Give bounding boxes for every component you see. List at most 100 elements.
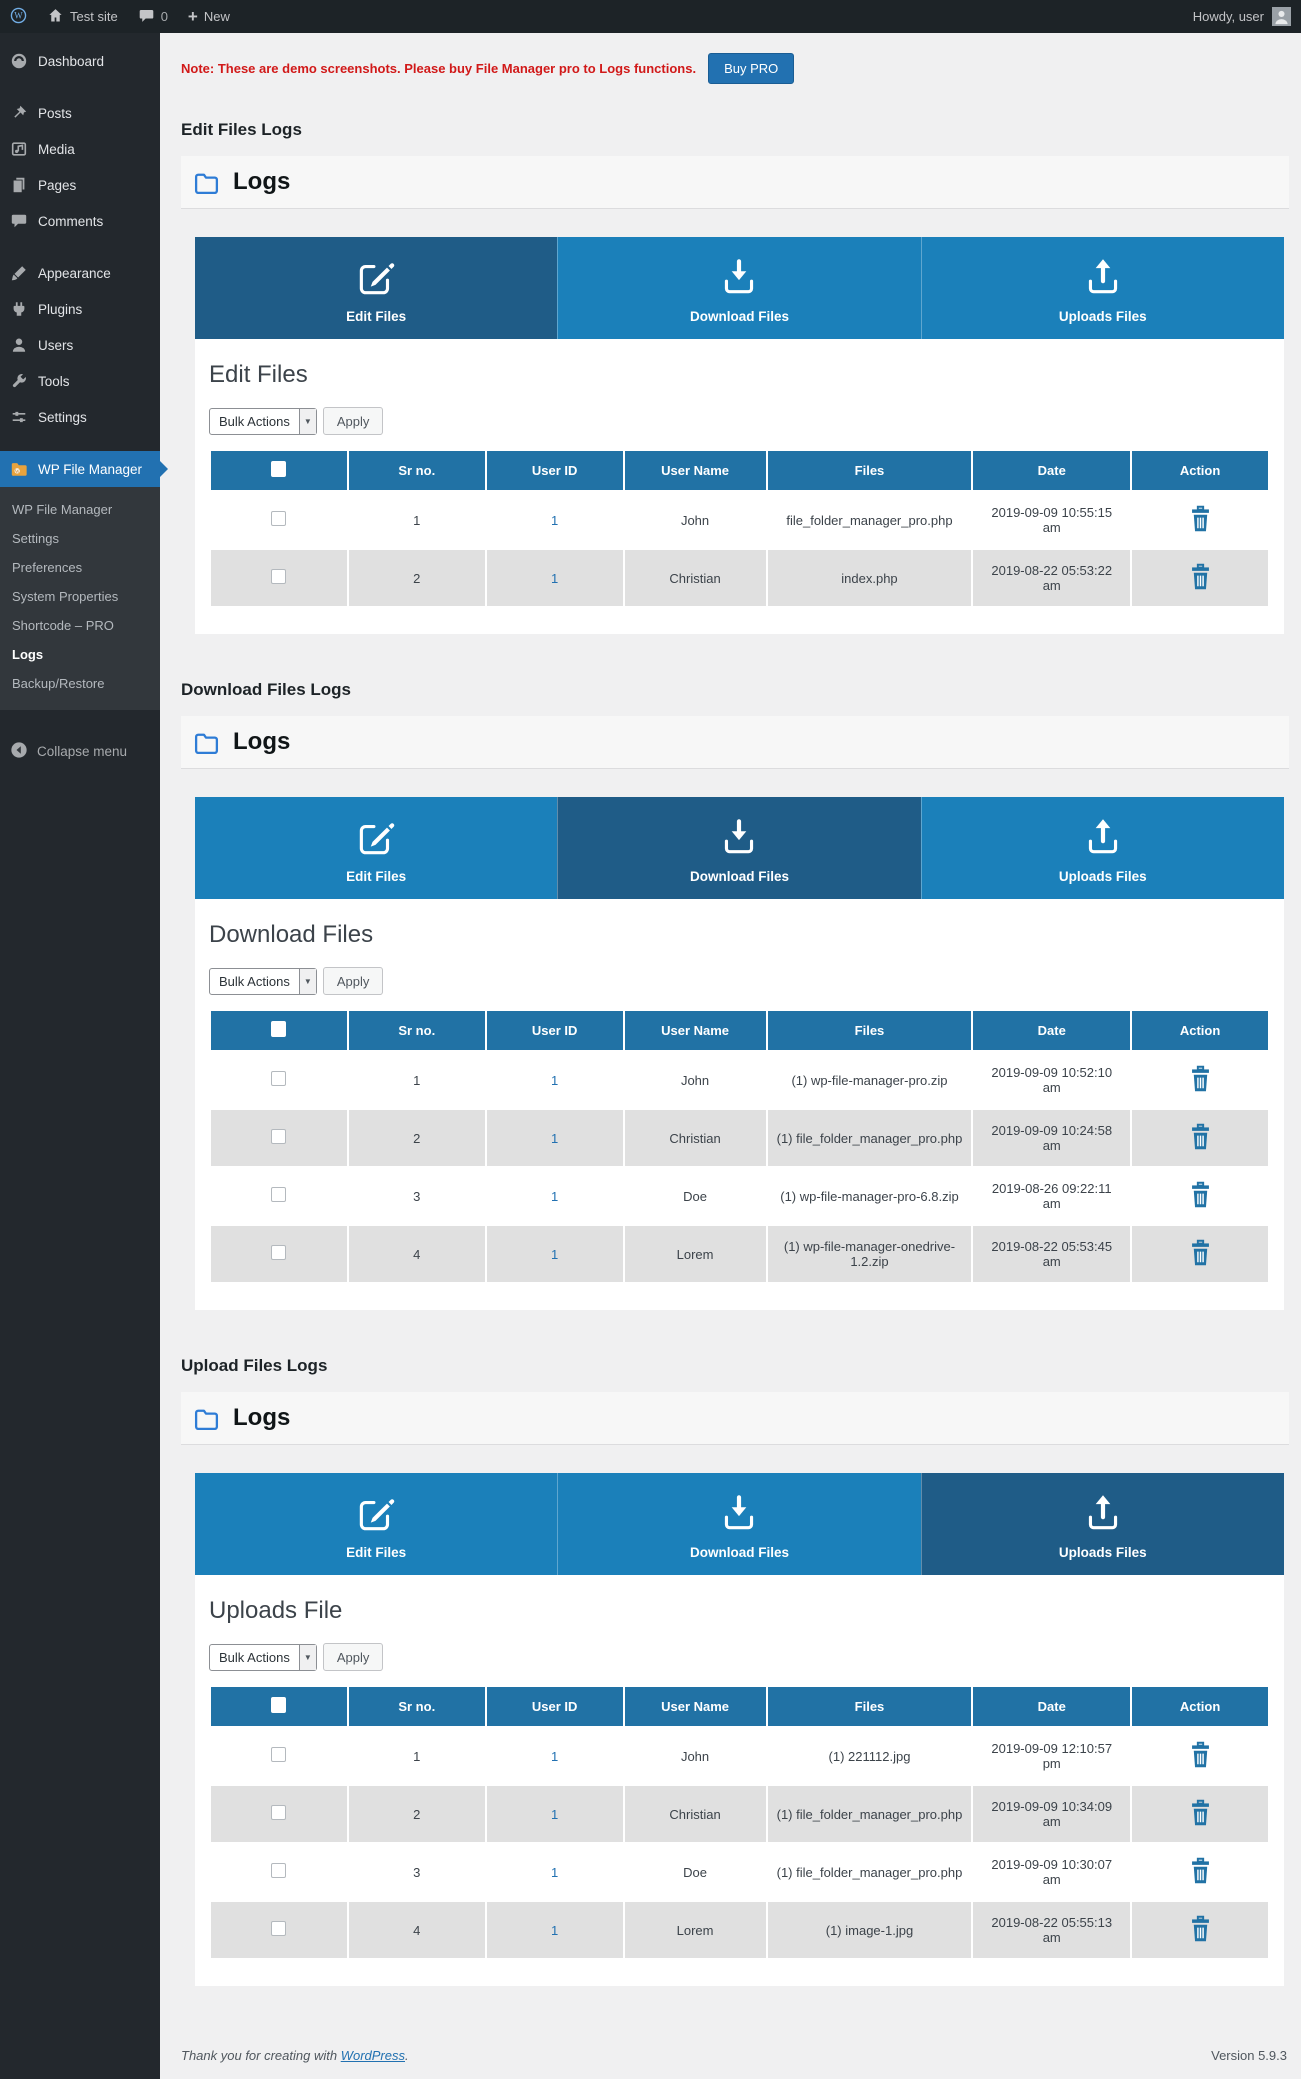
row-select-cell [211, 1902, 347, 1958]
sidebar-item-users[interactable]: Users [0, 327, 160, 363]
admin-bar-account[interactable]: Howdy, user [1183, 0, 1301, 33]
row-checkbox[interactable] [271, 1921, 287, 1936]
trash-icon [1189, 1065, 1212, 1093]
delete-log-button[interactable] [1189, 1915, 1212, 1943]
user-id-link[interactable]: 1 [550, 1246, 559, 1262]
tab-edit-files[interactable]: Edit Files [195, 237, 558, 339]
sidebar-item-plugins[interactable]: Plugins [0, 291, 160, 327]
user-id-link[interactable]: 1 [550, 1864, 559, 1880]
admin-bar-comments[interactable]: 0 [128, 0, 178, 33]
row-checkbox[interactable] [271, 1187, 287, 1202]
user-id-link[interactable]: 1 [550, 1922, 559, 1938]
sidebar-item-appearance[interactable]: Appearance [0, 255, 160, 291]
row-checkbox[interactable] [271, 569, 287, 584]
wordpress-logo-icon: W [10, 7, 27, 27]
site-name-label: Test site [70, 9, 118, 24]
delete-log-button[interactable] [1189, 1065, 1212, 1093]
edit-icon [195, 254, 557, 300]
tab-uploads-files[interactable]: Uploads Files [920, 797, 1284, 899]
row-user-id: 1 [486, 1052, 623, 1108]
sidebar-item-label: Dashboard [38, 53, 105, 69]
table-body: 1 1 John file_folder_manager_pro.php 201… [211, 492, 1268, 606]
row-checkbox[interactable] [271, 1747, 287, 1762]
delete-log-button[interactable] [1189, 1123, 1212, 1151]
tab-download-files[interactable]: Download Files [557, 237, 921, 339]
sidebar-item-pages[interactable]: Pages [0, 167, 160, 203]
select-all-checkbox[interactable] [271, 1697, 287, 1713]
sidebar-item-label: Pages [38, 177, 77, 193]
user-id-link[interactable]: 1 [550, 1188, 559, 1204]
tab-uploads-files[interactable]: Uploads Files [920, 1473, 1284, 1575]
row-user-id: 1 [486, 1168, 623, 1224]
row-checkbox[interactable] [271, 1245, 287, 1260]
section-heading: Download Files Logs [181, 680, 352, 699]
user-id-link[interactable]: 1 [550, 1806, 559, 1822]
delete-log-button[interactable] [1189, 505, 1212, 533]
submenu-item-shortcode-pro[interactable]: Shortcode – PRO [12, 618, 114, 633]
bulk-actions-select[interactable]: Bulk Actions ▼ [209, 1643, 317, 1671]
bulk-actions-select[interactable]: Bulk Actions ▼ [209, 967, 317, 995]
column-header-user-name: User Name [624, 1687, 766, 1726]
row-action [1132, 1168, 1268, 1224]
wordpress-logo-menu[interactable]: W [0, 0, 37, 33]
sidebar-item-tools[interactable]: Tools [0, 363, 160, 399]
apply-button[interactable]: Apply [322, 407, 384, 435]
row-checkbox[interactable] [271, 1129, 287, 1144]
row-checkbox[interactable] [271, 1805, 287, 1820]
delete-log-button[interactable] [1189, 1181, 1212, 1209]
log-tabs: Edit Files Download Files [195, 1473, 1284, 1575]
delete-log-button[interactable] [1189, 563, 1212, 591]
delete-log-button[interactable] [1189, 1799, 1212, 1827]
submenu-item-logs[interactable]: Logs [12, 647, 44, 662]
sidebar-item-settings[interactable]: Settings [0, 399, 160, 435]
delete-log-button[interactable] [1189, 1857, 1212, 1885]
row-checkbox[interactable] [271, 1071, 287, 1086]
row-action [1132, 1226, 1268, 1282]
user-id-link[interactable]: 1 [550, 570, 559, 586]
user-id-link[interactable]: 1 [550, 512, 559, 528]
bulk-actions-selected-value: Bulk Actions [219, 413, 290, 429]
user-id-link[interactable]: 1 [550, 1072, 559, 1088]
sidebar-item-posts[interactable]: Posts [0, 95, 160, 131]
bulk-actions-select[interactable]: Bulk Actions ▼ [209, 407, 317, 435]
section-heading: Edit Files Logs [181, 120, 302, 139]
tab-download-files[interactable]: Download Files [557, 797, 921, 899]
chevron-down-icon: ▼ [298, 968, 316, 994]
delete-log-button[interactable] [1189, 1239, 1212, 1267]
row-user-id: 1 [486, 550, 623, 606]
tab-edit-files[interactable]: Edit Files [195, 797, 558, 899]
column-header-action: Action [1132, 1011, 1268, 1050]
tab-edit-files[interactable]: Edit Files [195, 1473, 558, 1575]
tab-uploads-files[interactable]: Uploads Files [920, 237, 1284, 339]
submenu-item-backup-restore[interactable]: Backup/Restore [12, 676, 105, 691]
row-checkbox[interactable] [271, 1863, 287, 1878]
wordpress-link[interactable]: WordPress [340, 2048, 405, 2063]
select-all-checkbox[interactable] [271, 1021, 287, 1037]
sidebar-item-comments[interactable]: Comments [0, 203, 160, 239]
howdy-label: Howdy, user [1192, 9, 1264, 24]
tab-download-files[interactable]: Download Files [557, 1473, 921, 1575]
apply-button[interactable]: Apply [322, 1643, 384, 1671]
admin-bar-new[interactable]: + New [178, 0, 240, 33]
folder-icon [193, 730, 220, 755]
row-select-cell [211, 1728, 347, 1784]
select-all-checkbox[interactable] [271, 461, 287, 477]
log-table: Sr no. User ID User Name Files Date Acti… [209, 1685, 1270, 1960]
delete-log-button[interactable] [1189, 1741, 1212, 1769]
user-id-link[interactable]: 1 [550, 1130, 559, 1146]
submenu-item-settings[interactable]: Settings [12, 531, 59, 546]
buy-pro-button[interactable]: Buy PRO [708, 53, 795, 84]
avatar [1272, 7, 1291, 26]
collapse-menu-button[interactable]: Collapse menu [0, 732, 160, 771]
user-id-link[interactable]: 1 [550, 1748, 559, 1764]
admin-bar-site-name[interactable]: Test site [37, 0, 128, 33]
row-checkbox[interactable] [271, 511, 287, 526]
submenu-item-system-properties[interactable]: System Properties [12, 589, 119, 604]
sidebar-item-media[interactable]: Media [0, 131, 160, 167]
sidebar-item-dashboard[interactable]: Dashboard [0, 43, 160, 79]
apply-button[interactable]: Apply [322, 967, 384, 995]
svg-text:W: W [14, 10, 23, 20]
submenu-item-wp-file-manager[interactable]: WP File Manager [12, 502, 113, 517]
submenu-item-preferences[interactable]: Preferences [12, 560, 83, 575]
sidebar-item-wp-file-manager[interactable]: W WP File Manager [0, 451, 160, 487]
